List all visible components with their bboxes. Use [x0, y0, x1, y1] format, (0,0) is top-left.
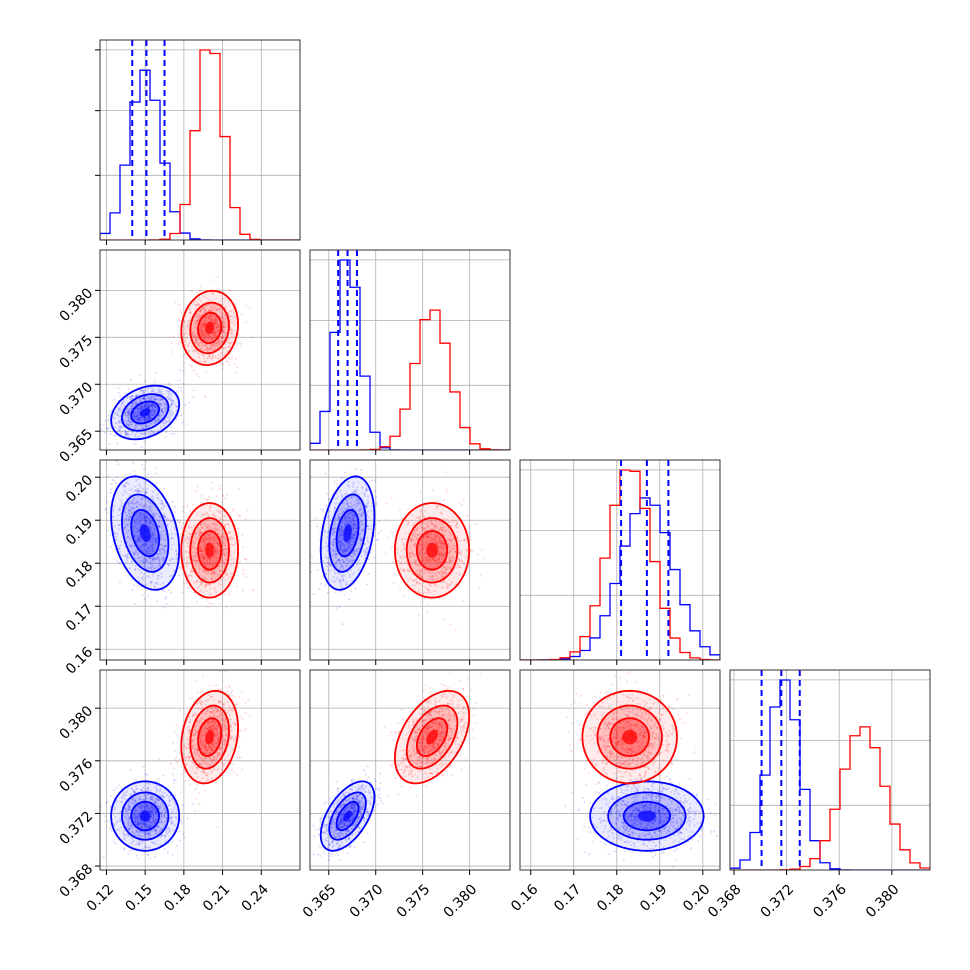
y-tick-label-1-0: 0.365 — [57, 426, 97, 466]
panels — [95, 39, 931, 875]
panel-frame — [99, 249, 301, 451]
y-tick-label-2-3: 0.19 — [63, 515, 96, 548]
y-tick-label-3-0: 0.368 — [57, 861, 97, 901]
y-tick-label-2-1: 0.17 — [63, 601, 96, 634]
panel-frame — [309, 459, 511, 661]
y-tick-label-1-3: 0.380 — [57, 285, 97, 325]
x-tick-label-2-2: 0.18 — [594, 881, 627, 914]
panel-frame — [519, 669, 721, 871]
x-tick-label-1-2: 0.375 — [394, 881, 434, 921]
contour-0-3 — [343, 810, 352, 822]
panel-frame — [309, 249, 511, 451]
x-tick-label-2-3: 0.19 — [637, 881, 670, 914]
panel-frame — [99, 669, 301, 871]
x-tick-label-2-0: 0.16 — [508, 881, 541, 914]
y-tick-label-2-2: 0.18 — [63, 558, 96, 591]
y-tick-label-3-2: 0.376 — [57, 756, 97, 796]
contour-1-3 — [622, 729, 638, 745]
panel-frame — [99, 459, 301, 661]
x-tick-label-0-0: 0.12 — [84, 881, 117, 914]
x-tick-label-3-3: 0.380 — [863, 881, 903, 921]
y-tick-label-1-2: 0.375 — [57, 332, 97, 372]
histogram-series-0 — [520, 497, 720, 660]
x-tick-label-3-2: 0.376 — [810, 881, 850, 921]
y-tick-label-3-1: 0.372 — [57, 808, 97, 848]
histogram-series-0 — [730, 679, 930, 870]
contour-0-3 — [139, 810, 151, 822]
y-tick-label-2-0: 0.16 — [63, 644, 96, 677]
panel-frame — [309, 669, 511, 871]
y-tick-label-3-3: 0.380 — [57, 703, 97, 743]
panel-frame — [729, 669, 931, 871]
histogram-panel-1 — [309, 249, 511, 455]
contour-1-3 — [205, 542, 215, 558]
histogram-panel-3 — [729, 669, 931, 875]
contour-0-3 — [637, 810, 656, 822]
x-tick-label-0-3: 0.21 — [200, 881, 233, 914]
y-tick-label-1-1: 0.370 — [57, 379, 97, 419]
contour-0-3 — [343, 524, 352, 543]
histogram-panel-0 — [95, 39, 301, 245]
histogram-series-0 — [310, 259, 510, 450]
histogram-panel-2 — [519, 459, 721, 665]
scatter-panel-3-0 — [95, 669, 301, 875]
panel-frame — [519, 459, 721, 661]
x-tick-label-2-1: 0.17 — [551, 881, 584, 914]
x-tick-label-0-4: 0.24 — [239, 881, 272, 914]
scatter-panel-2-1 — [309, 459, 511, 665]
x-tick-label-1-3: 0.380 — [441, 881, 481, 921]
x-tick-label-0-1: 0.15 — [123, 881, 156, 914]
contour-1-3 — [426, 729, 438, 745]
contour-0-3 — [139, 524, 151, 543]
scatter-panel-2-0 — [95, 459, 301, 665]
scatter-panel-3-1 — [309, 669, 511, 875]
scatter-panel-3-2 — [519, 669, 721, 875]
contour-1-3 — [426, 542, 438, 558]
contour-1-3 — [205, 322, 215, 334]
x-tick-label-1-1: 0.370 — [347, 881, 387, 921]
x-tick-label-0-2: 0.18 — [161, 881, 194, 914]
scatter-panel-1-0 — [95, 249, 301, 455]
contour-1-3 — [205, 729, 215, 745]
panel-frame — [99, 39, 301, 241]
x-tick-label-3-0: 0.368 — [705, 881, 745, 921]
x-tick-label-3-1: 0.372 — [758, 881, 798, 921]
contour-0-3 — [139, 408, 151, 417]
x-tick-label-1-0: 0.365 — [300, 881, 340, 921]
y-tick-label-2-4: 0.20 — [63, 472, 96, 505]
